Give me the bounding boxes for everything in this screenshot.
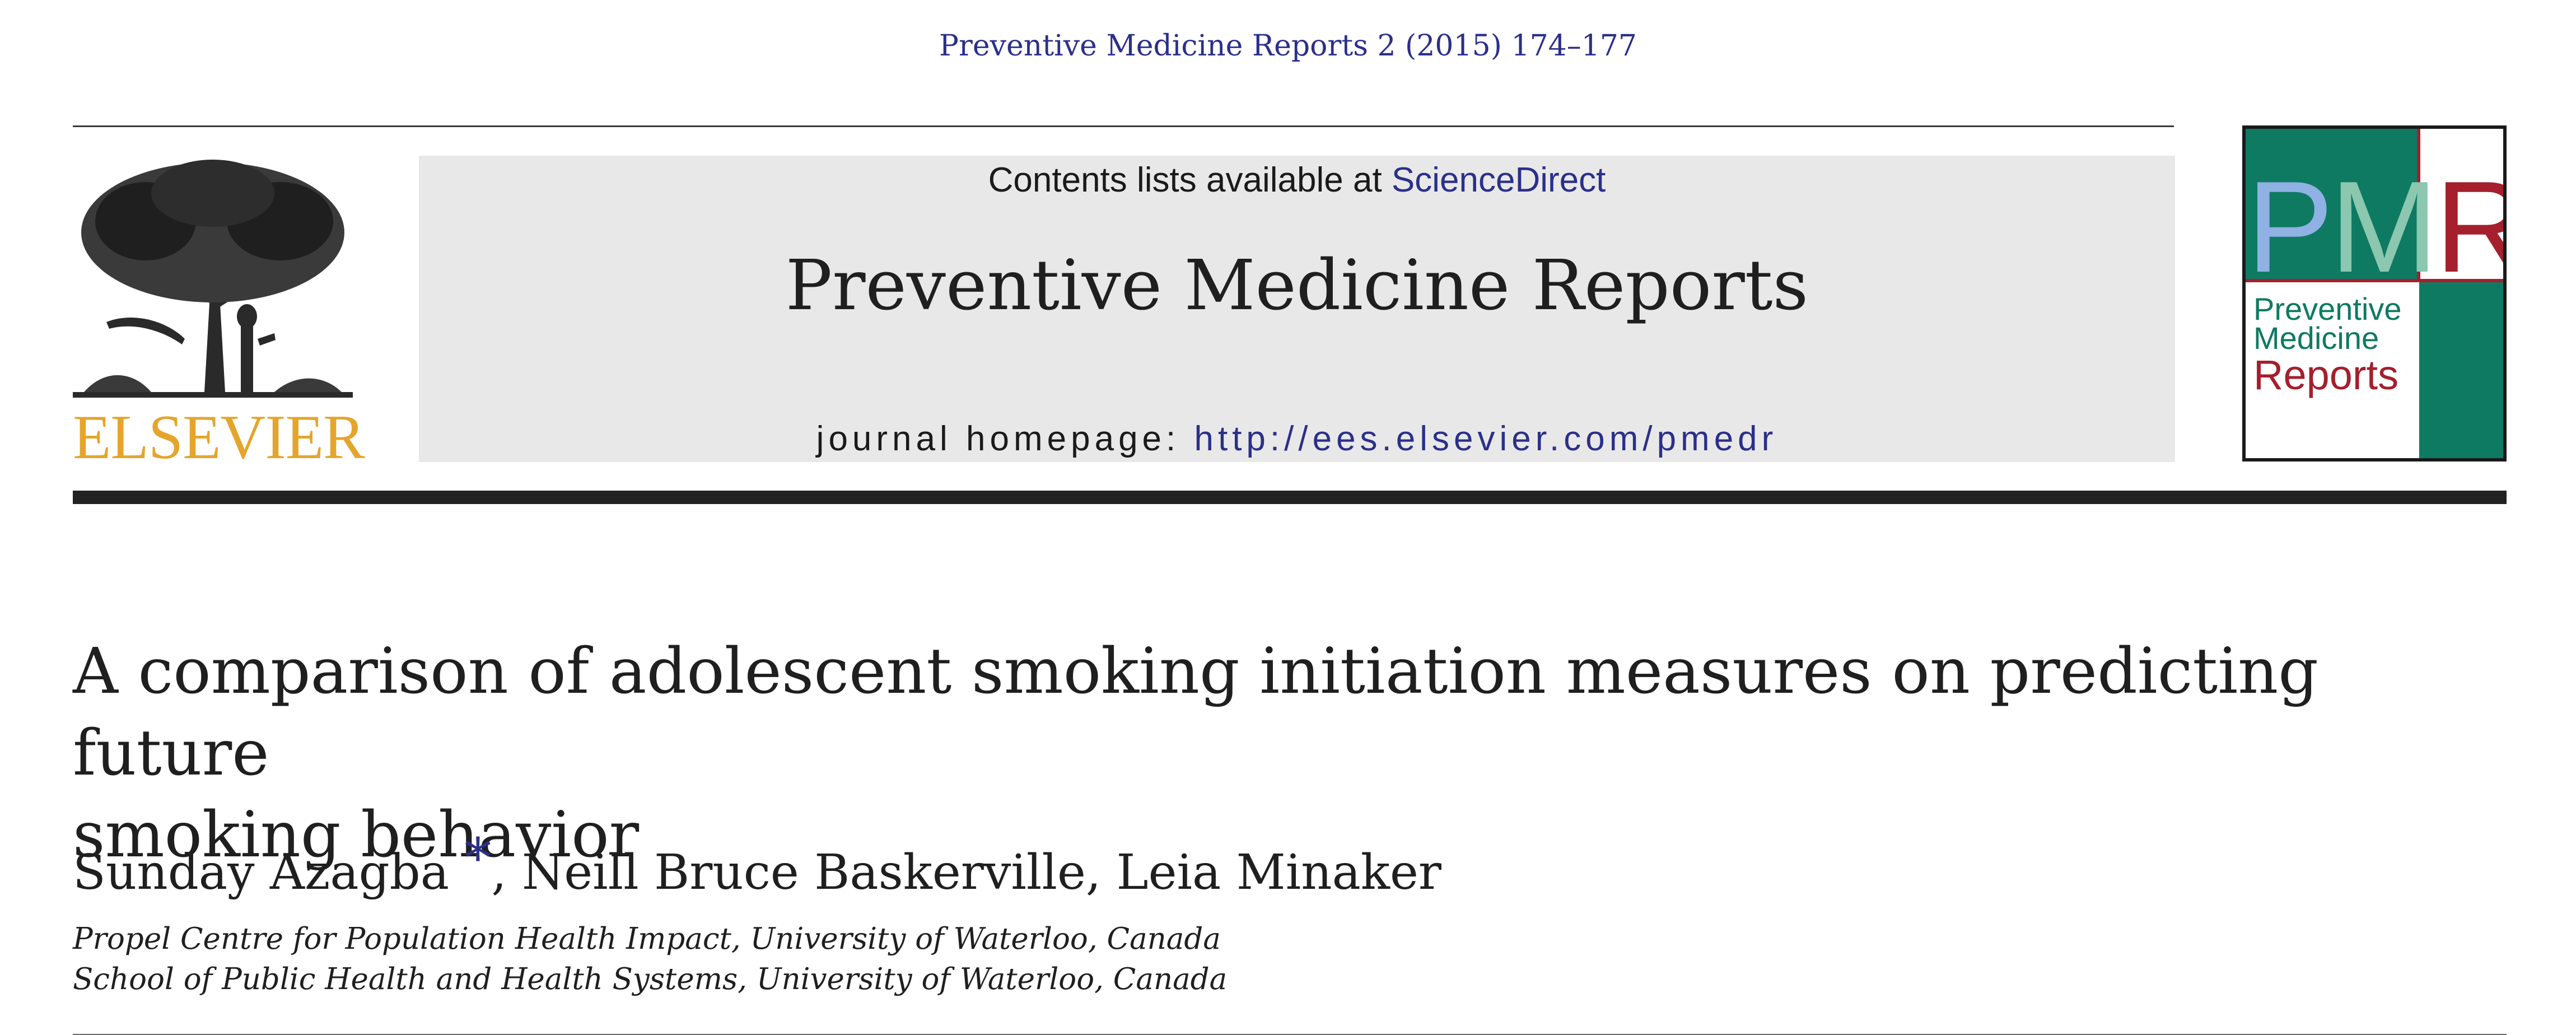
contents-line: Contents lists available at ScienceDirec… — [419, 160, 2175, 200]
homepage-link[interactable]: http://ees.elsevier.com/pmedr — [1194, 419, 1778, 458]
homepage-label: journal homepage: — [816, 419, 1194, 458]
cover-teal-side — [2419, 281, 2503, 458]
article-title-line-2: smoking behavior — [73, 799, 640, 871]
cover-pmr-logo: PMR — [2247, 162, 2503, 292]
elsevier-tree-logo-icon — [73, 160, 353, 398]
sciencedirect-link[interactable]: ScienceDirect — [1391, 161, 1606, 199]
cover-red-divider-vertical — [2417, 129, 2420, 281]
cover-word-preventive: Preventive — [2253, 291, 2402, 327]
cover-journal-name: Preventive Medicine Reports — [2253, 291, 2402, 398]
cover-letter-m: M — [2330, 155, 2438, 300]
elsevier-wordmark[interactable]: ELSEVIER — [73, 403, 365, 472]
cover-red-divider-horizontal — [2246, 279, 2503, 282]
cover-letter-r: R — [2435, 155, 2503, 300]
article-title: A comparison of adolescent smoking initi… — [73, 631, 2425, 876]
top-divider — [73, 125, 2174, 127]
cover-word-reports: Reports — [2253, 352, 2399, 398]
journal-cover[interactable]: PMR Preventive Medicine Reports — [2242, 125, 2507, 461]
cover-word-medicine: Medicine — [2253, 320, 2379, 356]
contents-prefix: Contents lists available at — [988, 161, 1392, 199]
journal-title[interactable]: Preventive Medicine Reports — [785, 245, 1809, 326]
corresponding-author-link[interactable]: * — [464, 827, 492, 889]
homepage-line: journal homepage: http://ees.elsevier.co… — [419, 419, 2175, 459]
cover-teal-block — [2246, 129, 2419, 281]
bottom-divider — [73, 1034, 2507, 1035]
article-title-line-1: A comparison of adolescent smoking initi… — [73, 635, 2318, 790]
affiliation-2: School of Public Health and Health Syste… — [73, 962, 1228, 996]
cover-letter-p: P — [2247, 155, 2334, 300]
header-thick-divider — [73, 491, 2507, 504]
affiliation-1: Propel Centre for Population Health Impa… — [73, 922, 1221, 956]
other-authors: , Neill Bruce Baskerville, Leia Minaker — [491, 845, 1441, 901]
journal-banner: Contents lists available at ScienceDirec… — [419, 156, 2175, 462]
journal-reference[interactable]: Preventive Medicine Reports 2 (2015) 174… — [939, 29, 1637, 63]
author-azagba: Sunday Azagba — [73, 845, 450, 901]
author-list: Sunday Azagba *, Neill Bruce Baskerville… — [73, 827, 1441, 901]
